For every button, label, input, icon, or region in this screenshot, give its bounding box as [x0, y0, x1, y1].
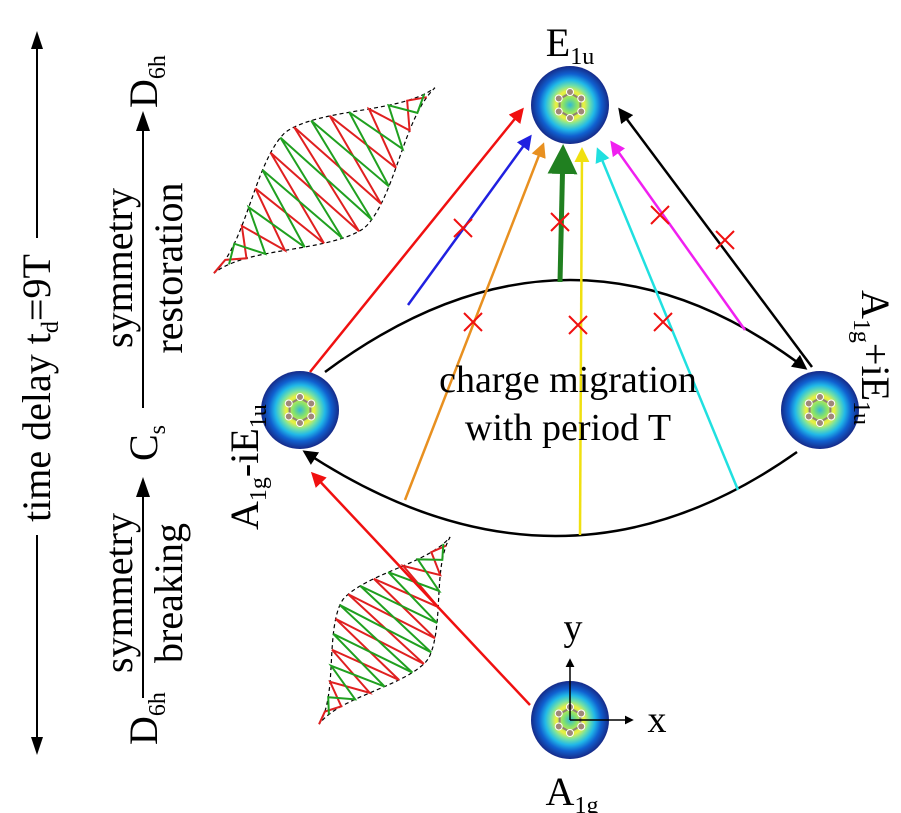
- subscript: s: [145, 425, 171, 434]
- transition-arrow: [580, 150, 582, 535]
- label-part: D: [121, 79, 166, 108]
- node-label: E1u: [546, 20, 594, 70]
- migration-arc: [305, 452, 797, 536]
- arrowhead: [31, 737, 43, 755]
- left-annotations: time delay td=9T D6h symmetry breaking C…: [14, 31, 191, 755]
- center-text: charge migration: [439, 359, 697, 401]
- pulse-envelope: [174, 41, 474, 321]
- atom: [297, 420, 304, 427]
- orbital-density: [781, 371, 859, 449]
- page: {"time_delay": ["time delay t", "d", "=9…: [0, 0, 901, 813]
- atom: [567, 115, 574, 122]
- atom: [308, 400, 315, 407]
- atom: [285, 413, 292, 420]
- subscript: d: [38, 321, 64, 333]
- forbidden-mark: [569, 316, 587, 334]
- forbidden-mark: [454, 219, 472, 237]
- label-part: E: [546, 20, 570, 65]
- subscript: 6h: [145, 55, 171, 79]
- group-label: Cs: [121, 425, 171, 461]
- node-label: A1g-iE1u: [222, 404, 272, 530]
- label-part: time delay t: [14, 333, 59, 522]
- label-part: -iE: [222, 428, 267, 477]
- atom: [578, 108, 585, 115]
- atom: [578, 723, 585, 730]
- time-delay: time delay td=9T: [14, 254, 64, 522]
- subscript: 1u: [848, 401, 874, 425]
- subscript: 1g: [848, 319, 874, 343]
- subscript: 1u: [246, 404, 272, 428]
- transition-arrow: [310, 110, 522, 372]
- label-part: A: [546, 769, 575, 813]
- label-part: A: [853, 290, 898, 319]
- label-part: C: [121, 434, 166, 461]
- node-label: A1g+iE1u: [848, 290, 898, 425]
- atom: [828, 400, 835, 407]
- laser-pulse: [174, 41, 474, 321]
- atom: [308, 413, 315, 420]
- pulse-oscillation: [278, 516, 487, 754]
- transition-arrow: [612, 143, 745, 330]
- arrowhead: [136, 477, 150, 497]
- orbital-disc: [261, 371, 339, 449]
- atom: [805, 413, 812, 420]
- label-part: +iE: [853, 343, 898, 401]
- label-part: D: [121, 716, 166, 745]
- atom: [297, 394, 304, 401]
- atom: [285, 400, 292, 407]
- subscript: 6h: [145, 692, 171, 716]
- atom: [555, 723, 562, 730]
- atom: [805, 400, 812, 407]
- group-label: D6h: [121, 692, 171, 745]
- atom: [817, 394, 824, 401]
- subscript: 1u: [570, 44, 594, 70]
- atom: [555, 95, 562, 102]
- transition-arrow: [620, 110, 812, 367]
- atom: [567, 730, 574, 737]
- orbital-density: [261, 371, 339, 449]
- atom: [555, 710, 562, 717]
- orbital-disc: [531, 66, 609, 144]
- arrowhead: [31, 31, 43, 49]
- pulse-oscillation: [175, 49, 465, 320]
- diagram: time delay td=9T D6h symmetry breaking C…: [0, 0, 901, 813]
- atom: [828, 413, 835, 420]
- atom: [567, 89, 574, 96]
- center-text: with period T: [465, 407, 671, 449]
- label-part: =9T: [14, 254, 59, 321]
- fraction-bottom: restoration: [146, 182, 191, 353]
- subscript: 1g: [246, 477, 272, 501]
- label-part: A: [222, 501, 267, 530]
- pulse-oscillation: [285, 515, 486, 742]
- arrowhead: [136, 111, 150, 131]
- transition-arrow: [560, 150, 563, 282]
- pulse-oscillation: [188, 49, 464, 309]
- atom: [555, 108, 562, 115]
- fraction-top: symmetry: [96, 513, 141, 673]
- atom: [817, 420, 824, 427]
- axis-label: y: [564, 607, 583, 649]
- atom: [578, 710, 585, 717]
- group-label: D6h: [121, 55, 171, 108]
- atom: [578, 95, 585, 102]
- orbital-disc: [781, 371, 859, 449]
- subscript: 1g: [574, 793, 598, 813]
- fraction-top: symmetry: [96, 188, 141, 348]
- fraction-bottom: breaking: [146, 523, 191, 663]
- axis-label: x: [648, 699, 667, 741]
- forbidden-mark: [716, 231, 734, 249]
- node-label: A1g: [546, 769, 599, 813]
- orbital-density: [531, 66, 609, 144]
